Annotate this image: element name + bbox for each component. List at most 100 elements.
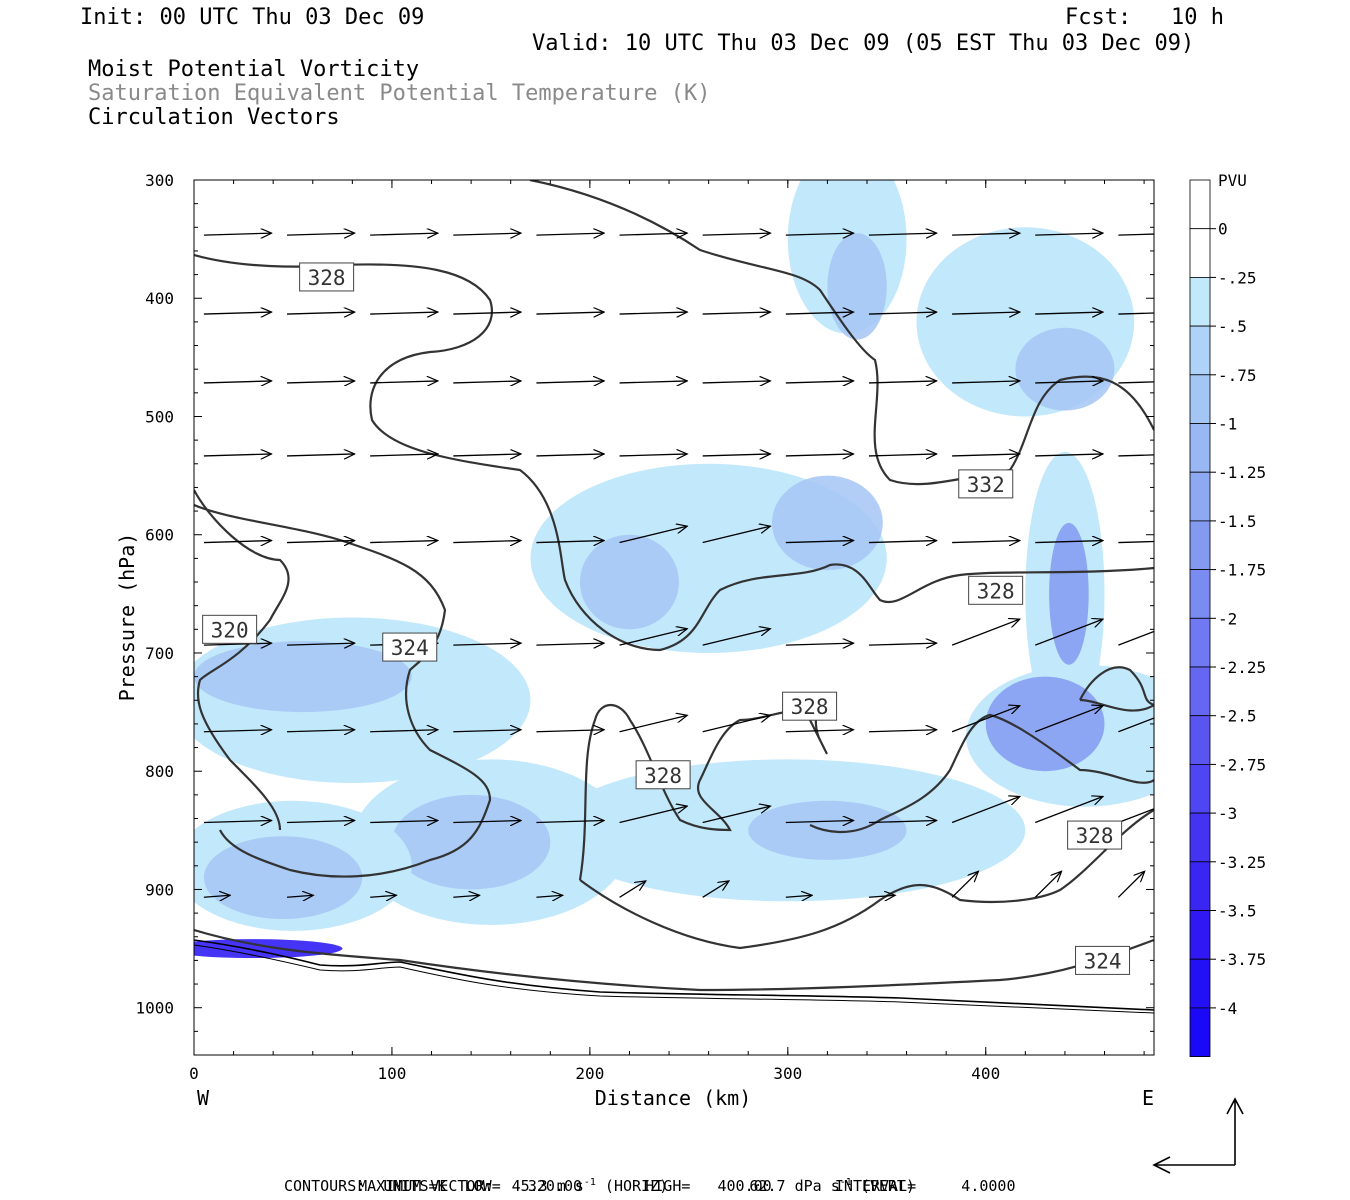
circulation-vector-9 (952, 233, 1020, 235)
circulation-vector-32 (868, 381, 937, 383)
contour-label-6: 328 (644, 764, 682, 788)
colorbar-swatch-9 (1189, 617, 1211, 668)
x-left-end-label: W (197, 1086, 210, 1110)
colorbar-label-10: -2.5 (1218, 707, 1257, 726)
circulation-vector-39 (453, 454, 521, 456)
circulation-vector-65 (619, 629, 688, 646)
circulation-vector-103 (785, 895, 812, 897)
circulation-vector-7 (785, 233, 854, 235)
circulation-vector-30 (702, 381, 771, 383)
pv-shade-region-8 (771, 475, 883, 571)
circulation-vector-64 (536, 643, 604, 645)
circulation-vector-76 (536, 730, 604, 732)
x-tick-label-4: 400 (971, 1064, 1000, 1083)
contour-label-7: 328 (1076, 824, 1114, 848)
colorbar-swatch-6 (1189, 471, 1211, 522)
circulation-vector-79 (785, 730, 854, 732)
circulation-vector-90 (702, 806, 771, 824)
pv-shading (194, 180, 1154, 959)
colorbar-swatch-13 (1189, 812, 1211, 863)
y-tick-label-0: 300 (145, 171, 174, 190)
contour-label-3: 320 (211, 618, 249, 642)
circulation-vector-84 (203, 821, 272, 823)
field-title-vectors: Circulation Vectors (88, 105, 340, 130)
circulation-vector-106 (1034, 871, 1061, 898)
circulation-vector-67 (785, 643, 854, 645)
colorbar-label-13: -3.25 (1218, 853, 1266, 872)
circulation-vector-10 (1035, 233, 1103, 235)
pv-shade-region-5 (1015, 327, 1115, 411)
vert-value: 62.7 dPa s (749, 1177, 840, 1195)
contour-label-box-6 (635, 760, 691, 790)
circulation-vector-14 (370, 312, 438, 314)
circulation-vector-80 (868, 730, 937, 732)
pv-shade-region-3 (827, 233, 887, 340)
circulation-vector-24 (203, 381, 272, 383)
contour-label-0: 328 (308, 266, 346, 290)
y-tick-label-1: 400 (145, 289, 174, 308)
circulation-vector-36 (203, 454, 272, 456)
circulation-vector-52 (536, 541, 604, 543)
x-tick-label-3: 300 (773, 1064, 802, 1083)
circulation-vector-58 (1035, 541, 1103, 543)
circulation-vector-73 (287, 730, 355, 732)
circulation-vector-102 (702, 881, 729, 898)
x-tick-label-1: 100 (377, 1064, 406, 1083)
circulation-vector-3 (453, 233, 521, 235)
colorbar-swatch-11 (1189, 715, 1211, 765)
circulation-vector-60 (203, 643, 272, 645)
contour-label-box-3 (202, 614, 258, 644)
circulation-vector-107 (1117, 871, 1144, 898)
colorbar-swatch-1 (1189, 228, 1211, 278)
pv-shade-region-1 (194, 641, 412, 713)
circulation-vector-50 (370, 541, 438, 543)
circulation-vector-22 (1035, 312, 1103, 314)
colorbar-swatch-8 (1189, 569, 1211, 619)
colorbar-swatch-17 (1189, 1007, 1211, 1058)
circulation-vector-33 (952, 381, 1020, 383)
contour-324-lower (579, 809, 1154, 950)
circulation-vector-53 (619, 526, 688, 544)
x-tick-label-2: 200 (575, 1064, 604, 1083)
colorbar-label-15: -3.75 (1218, 950, 1266, 969)
pv-shade-region-7 (579, 534, 679, 630)
circulation-vector-57 (952, 541, 1020, 543)
circulation-vector-45 (952, 454, 1020, 456)
circulation-vector-100 (536, 895, 562, 897)
circulation-vector-54 (702, 526, 771, 544)
colorbar-swatch-16 (1189, 958, 1211, 1009)
pv-shade-region-19 (194, 939, 343, 959)
circulation-vector-31 (785, 381, 854, 383)
circulation-vector-28 (536, 381, 604, 383)
circulation-vector-41 (619, 454, 688, 456)
contours-info: CONTOURS: UNITS=K LOW= 320.00 HIGH= 400.… (284, 1177, 1016, 1195)
colorbar-label-7: -1.75 (1218, 561, 1266, 580)
circulation-vector-78 (702, 715, 771, 733)
x-tick-label-0: 0 (189, 1064, 199, 1083)
colorbar-label-5: -1.25 (1218, 463, 1266, 482)
horiz-value: 45.3 m s (511, 1177, 584, 1195)
circulation-vector-75 (453, 730, 521, 732)
colorbar-label-14: -3.5 (1218, 902, 1257, 921)
colorbar-label-16: -4 (1218, 999, 1237, 1018)
circulation-vector-74 (370, 730, 438, 732)
colorbar-label-12: -3 (1218, 804, 1237, 823)
colorbar-label-8: -2 (1218, 609, 1237, 628)
circulation-vector-37 (287, 454, 355, 456)
contour-label-box-4 (382, 632, 438, 662)
circulation-vectors (203, 233, 1154, 898)
circulation-vector-19 (785, 312, 854, 314)
circulation-vector-44 (868, 454, 937, 456)
circulation-vector-91 (785, 821, 854, 823)
axis-ticks: 0 100 200 300 400 300 400 500 600 700 800 900 1000 (135, 171, 1154, 1083)
contour-label-1: 332 (967, 473, 1005, 497)
circulation-vector-92 (868, 821, 937, 823)
forecast-hour: Fcst: 10 h (1065, 5, 1224, 30)
circulation-vector-71 (1118, 630, 1154, 646)
circulation-vector-97 (286, 895, 313, 897)
circulation-vector-1 (287, 233, 355, 235)
circulation-vector-35 (1118, 381, 1154, 384)
circulation-vector-43 (785, 454, 854, 456)
contour-label-box-0 (299, 262, 355, 292)
